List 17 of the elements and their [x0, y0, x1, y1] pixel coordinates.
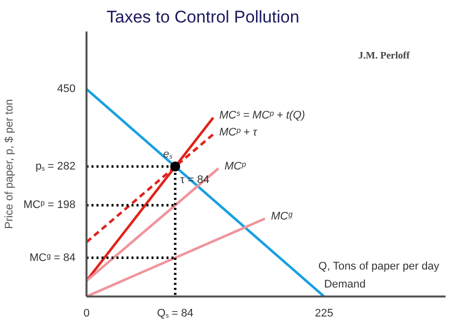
x-tick-label: Qₛ = 84	[157, 308, 194, 320]
y-tick-label: MCᵖ = 198	[23, 199, 76, 212]
series-label: MCᵍ	[270, 210, 294, 223]
series-label: eₛ	[163, 148, 174, 161]
x-tick-label: 225	[314, 308, 334, 320]
chart-title: Taxes to Control Pollution	[106, 8, 300, 26]
x-tick-label: 0	[83, 308, 90, 320]
series-label: Demand	[324, 278, 366, 290]
x-axis-title: Q, Tons of paper per day	[318, 260, 440, 272]
y-tick-label: pₛ = 282	[35, 160, 76, 173]
series-label: MCᵖ	[224, 160, 247, 172]
series-label: MCᵖ + τ	[219, 126, 258, 138]
series-label: MCˢ = MCᵖ + t(Q)	[219, 110, 306, 122]
annotation: J.M. Perloff	[358, 50, 410, 62]
y-tick-label: 450	[57, 83, 76, 96]
y-axis-title: Price of paper, p, $ per ton	[3, 99, 16, 229]
y-tick-label: MCᵍ = 84	[29, 252, 76, 264]
